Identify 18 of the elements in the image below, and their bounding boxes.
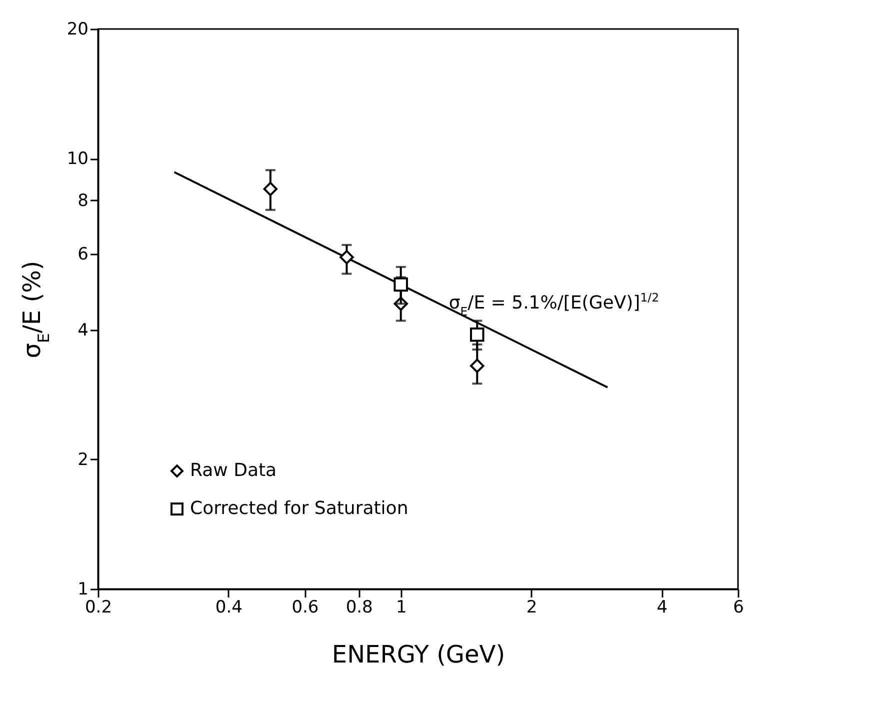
y-tick-label: 4 bbox=[78, 320, 88, 340]
x-tick-label: 2 bbox=[526, 598, 538, 618]
x-tick-label: 0.8 bbox=[346, 598, 373, 618]
y-tick-label: 8 bbox=[78, 190, 88, 211]
x-axis-title: ENERGY (GeV) bbox=[332, 640, 506, 668]
x-tick-label: 4 bbox=[656, 598, 668, 618]
legend-label: Corrected for Saturation bbox=[190, 498, 408, 519]
y-tick-label: 10 bbox=[66, 149, 88, 170]
y-tick-label: 20 bbox=[66, 20, 88, 40]
x-tick-label: 0.6 bbox=[292, 598, 319, 618]
x-tick-label: 0.4 bbox=[215, 598, 242, 618]
x-tick-label: 0.2 bbox=[84, 598, 112, 618]
y-tick-label: 2 bbox=[78, 450, 88, 470]
x-tick-label: 6 bbox=[733, 598, 744, 618]
y-tick-label: 1 bbox=[78, 580, 88, 600]
y-tick-label: 6 bbox=[78, 244, 88, 265]
legend-label: Raw Data bbox=[190, 460, 277, 481]
x-tick-label: 1 bbox=[396, 598, 407, 618]
